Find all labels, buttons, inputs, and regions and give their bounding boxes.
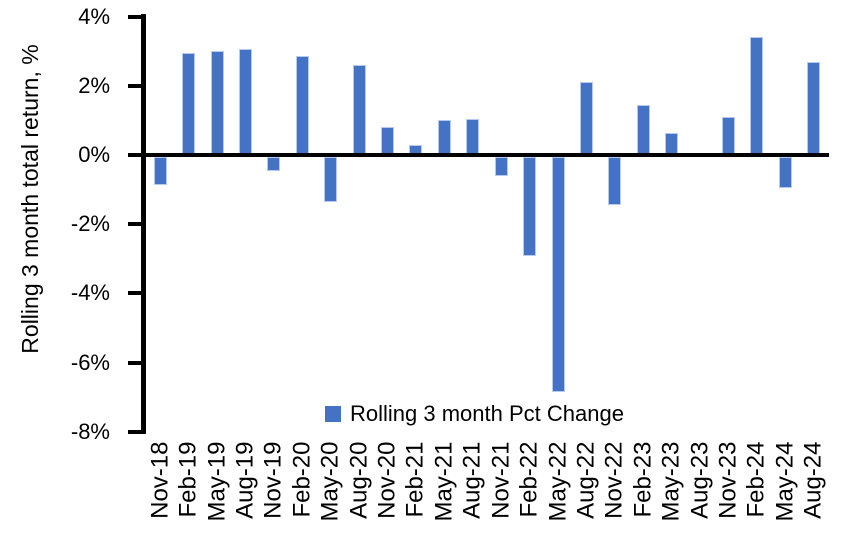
x-axis-label: Aug-19 bbox=[231, 441, 259, 519]
bar bbox=[267, 157, 281, 171]
bar bbox=[153, 157, 167, 185]
bar bbox=[551, 157, 565, 393]
bar bbox=[466, 118, 480, 155]
x-axis-label: Nov-20 bbox=[373, 441, 401, 519]
bar bbox=[665, 132, 679, 155]
y-tick-mark bbox=[128, 360, 141, 365]
x-axis-label: Feb-19 bbox=[174, 441, 202, 518]
y-tick-label: 2% bbox=[78, 72, 110, 98]
legend-marker-icon bbox=[325, 406, 341, 422]
x-axis-label: May-20 bbox=[316, 441, 344, 522]
legend: Rolling 3 month Pct Change bbox=[325, 401, 624, 427]
x-axis-label: Feb-22 bbox=[515, 441, 543, 518]
x-axis-label: Aug-22 bbox=[572, 441, 600, 519]
bar bbox=[807, 61, 821, 155]
bar bbox=[579, 82, 593, 155]
y-tick-mark bbox=[128, 83, 141, 88]
bar bbox=[324, 157, 338, 202]
x-axis-label: May-23 bbox=[657, 441, 685, 522]
y-tick-label: -4% bbox=[70, 280, 110, 306]
y-tick-label: 0% bbox=[78, 142, 110, 167]
bar bbox=[182, 52, 196, 155]
x-axis-label: Aug-23 bbox=[686, 441, 714, 519]
y-axis-title: Rolling 3 month total return, % bbox=[17, 44, 43, 354]
bar bbox=[381, 127, 395, 155]
bar bbox=[608, 157, 622, 206]
x-axis-label: Nov-23 bbox=[714, 441, 742, 519]
x-axis-label: May-24 bbox=[771, 441, 799, 522]
x-axis-label: Nov-21 bbox=[487, 441, 515, 519]
x-axis-label: May-22 bbox=[544, 441, 572, 522]
bar bbox=[494, 157, 508, 177]
x-axis-label: Aug-21 bbox=[458, 441, 486, 519]
x-axis-label: Nov-19 bbox=[259, 441, 287, 519]
y-tick-mark bbox=[128, 153, 141, 157]
x-axis-label: Nov-18 bbox=[146, 441, 174, 519]
y-tick-label: -2% bbox=[70, 211, 110, 237]
x-axis-label: Feb-21 bbox=[401, 441, 429, 518]
bar bbox=[238, 49, 252, 155]
x-axis-label: Feb-20 bbox=[288, 441, 316, 518]
bar bbox=[778, 157, 792, 189]
bar bbox=[437, 120, 451, 155]
bar bbox=[523, 157, 537, 256]
y-tick-mark bbox=[128, 291, 141, 296]
x-axis-label: Aug-20 bbox=[345, 441, 373, 519]
bar bbox=[750, 37, 764, 155]
x-axis-label: Aug-24 bbox=[799, 441, 827, 519]
y-axis-line bbox=[141, 14, 146, 434]
bar bbox=[722, 116, 736, 155]
x-axis-label: May-21 bbox=[430, 441, 458, 522]
bar bbox=[210, 51, 224, 155]
x-axis-label: Nov-22 bbox=[600, 441, 628, 519]
zero-line bbox=[141, 153, 829, 157]
x-axis-label: Feb-23 bbox=[629, 441, 657, 518]
y-tick-mark bbox=[128, 429, 141, 434]
y-tick-label: -8% bbox=[70, 418, 110, 444]
bar bbox=[352, 65, 366, 155]
bar bbox=[295, 56, 309, 155]
x-axis-label: Feb-24 bbox=[742, 441, 770, 518]
y-tick-label: -6% bbox=[70, 349, 110, 375]
legend-label: Rolling 3 month Pct Change bbox=[350, 401, 624, 426]
y-tick-label: 4% bbox=[78, 3, 110, 29]
y-tick-mark bbox=[128, 222, 141, 227]
bar bbox=[636, 104, 650, 155]
x-axis-label: May-19 bbox=[203, 441, 231, 522]
y-tick-mark bbox=[128, 14, 141, 19]
